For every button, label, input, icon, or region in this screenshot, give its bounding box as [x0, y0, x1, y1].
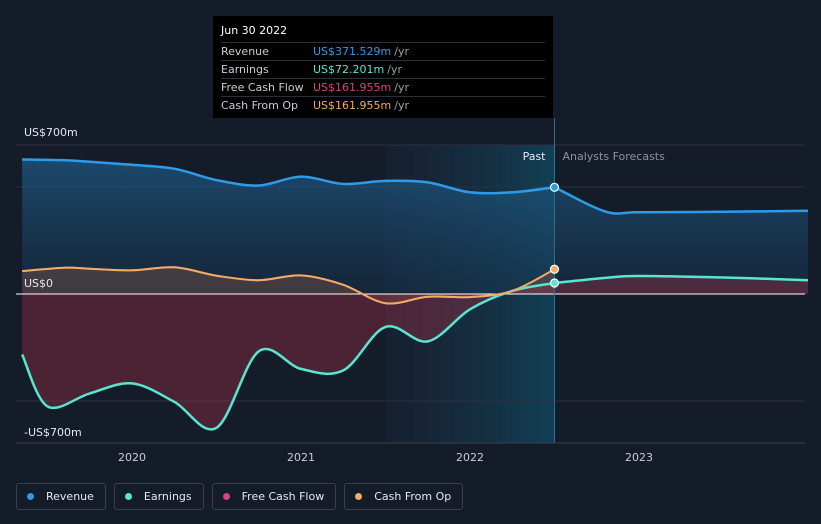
forecast-label: Analysts Forecasts	[563, 150, 666, 163]
legend-dot-icon	[355, 493, 363, 500]
tooltip-unit: /yr	[394, 99, 409, 112]
legend-dot-icon	[124, 493, 132, 500]
legend-label: Cash From Op	[374, 490, 452, 503]
tooltip-unit: /yr	[394, 45, 409, 58]
legend-label: Earnings	[143, 490, 192, 503]
earnings-line	[20, 281, 555, 431]
y-tick-label: -US$700m	[24, 426, 82, 439]
tooltip-date: Jun 30 2022	[221, 22, 545, 43]
tooltip-value: US$161.955m	[313, 99, 392, 112]
earnings-marker	[549, 278, 560, 288]
earnings-area	[22, 275, 809, 430]
legend-dot-icon	[222, 493, 230, 500]
legend-label: Revenue	[46, 490, 94, 503]
tooltip-unit: /yr	[387, 63, 402, 76]
revenue-marker	[549, 182, 560, 192]
hover-tooltip: Jun 30 2022 Revenue US$371.529m /yr Earn…	[213, 16, 553, 118]
chart-legend: Revenue Earnings Free Cash Flow Cash Fro…	[16, 483, 464, 510]
legend-label: Free Cash Flow	[241, 490, 325, 503]
legend-item-earnings[interactable]: Earnings	[113, 483, 204, 510]
legend-item-free-cash-flow[interactable]: Free Cash Flow	[211, 483, 337, 510]
tooltip-value: US$72.201m	[313, 63, 385, 76]
x-tick-label: 2023	[625, 451, 653, 464]
x-tick-label: 2020	[118, 451, 146, 464]
past-label: Past	[523, 150, 547, 163]
cash-from-op-line	[22, 266, 555, 305]
x-tick-label: 2021	[287, 451, 315, 464]
tooltip-value: US$161.955m	[313, 81, 392, 94]
tooltip-label: Revenue	[221, 45, 269, 58]
tooltip-label: Cash From Op	[221, 99, 299, 112]
revenue-line	[22, 158, 555, 195]
tooltip-row-revenue: Revenue US$371.529m /yr	[221, 43, 545, 61]
tooltip-label: Earnings	[221, 63, 269, 76]
legend-dot-icon	[27, 493, 34, 500]
tooltip-row-cash-from-op: Cash From Op US$161.955m /yr	[221, 97, 545, 114]
legend-item-cash-from-op[interactable]: Cash From Op	[344, 483, 464, 510]
y-tick-label: US$700m	[24, 126, 78, 139]
tooltip-unit: /yr	[394, 81, 409, 94]
revenue-forecast-line	[553, 186, 809, 215]
legend-item-revenue[interactable]: Revenue	[16, 483, 106, 510]
cash-from-op-marker	[549, 264, 560, 274]
earnings-forecast-line	[554, 274, 809, 285]
x-tick-label: 2022	[456, 451, 484, 464]
tooltip-value: US$371.529m	[313, 45, 392, 58]
tooltip-row-earnings: Earnings US$72.201m /yr	[221, 61, 545, 79]
tooltip-row-free-cash-flow: Free Cash Flow US$161.955m /yr	[221, 79, 545, 97]
y-tick-label: US$0	[24, 277, 53, 290]
revenue-area	[22, 159, 809, 294]
tooltip-label: Free Cash Flow	[221, 81, 304, 94]
